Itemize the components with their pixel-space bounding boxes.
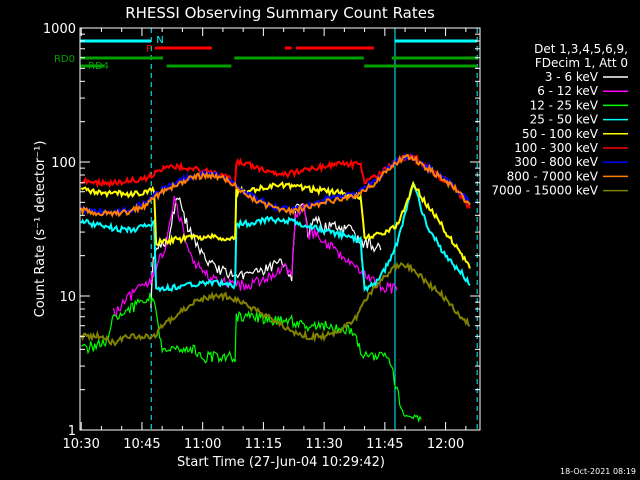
legend-label: 25 - 50 keV xyxy=(530,113,599,127)
y-axis-label: Count Rate (s⁻¹ detector⁻¹) xyxy=(33,141,48,318)
render-timestamp: 18-Oct-2021 08:19 xyxy=(560,467,636,476)
series-line-800-7000-kev xyxy=(80,154,471,218)
legend-label: 7000 - 15000 keV xyxy=(491,184,598,198)
series-line-12-25-kev xyxy=(81,292,422,423)
legend-header-line: FDecim 1, Att 0 xyxy=(535,56,628,70)
status-label-rd0: RD0 xyxy=(54,54,75,65)
legend-header-line: Det 1,3,4,5,6,9, xyxy=(534,42,628,56)
y-tick-label: 10 xyxy=(59,290,76,305)
y-tick-label: 1000 xyxy=(43,22,76,37)
status-label-n: N xyxy=(156,35,163,46)
legend-label: 50 - 100 keV xyxy=(522,127,599,141)
plot-area: NF RD0 RD4 xyxy=(54,28,478,430)
y-tick-label: 100 xyxy=(51,156,76,171)
series-line-50-100-kev xyxy=(80,180,471,269)
legend-label: 6 - 12 keV xyxy=(537,84,599,98)
x-tick-label: 11:45 xyxy=(366,437,403,452)
chart-title: RHESSI Observing Summary Count Rates xyxy=(125,4,435,22)
x-tick-label: 12:00 xyxy=(427,437,464,452)
series-line-100-300-kev xyxy=(80,153,471,210)
series-line-6-12-kev xyxy=(113,195,398,316)
x-tick-label: 11:30 xyxy=(305,437,342,452)
legend-label: 3 - 6 keV xyxy=(545,70,599,84)
status-label-f: F xyxy=(146,44,152,55)
series-line-7000-15000-kev xyxy=(80,261,471,347)
y-tick-label: 1 xyxy=(68,424,76,439)
status-label-rd4: RD4 xyxy=(88,61,109,72)
legend-label: 800 - 7000 keV xyxy=(507,169,599,183)
x-axis-label: Start Time (27-Jun-04 10:29:42) xyxy=(177,455,385,470)
plot-frame xyxy=(79,27,481,431)
x-tick-label: 11:00 xyxy=(184,437,221,452)
legend-label: 100 - 300 keV xyxy=(514,141,598,155)
axes: 10:30 10:45 11:00 11:15 11:30 11:45 12:00 1 10 10… xyxy=(43,22,480,452)
legend-label: 300 - 800 keV xyxy=(514,155,598,169)
series-line-25-50-kev xyxy=(80,180,471,293)
x-tick-label: 11:15 xyxy=(245,437,282,452)
x-tick-label: 10:30 xyxy=(62,437,99,452)
x-tick-label: 10:45 xyxy=(123,437,160,452)
legend-label: 12 - 25 keV xyxy=(530,98,599,112)
legend: Det 1,3,4,5,6,9,FDecim 1, Att 03 - 6 keV… xyxy=(491,42,628,198)
